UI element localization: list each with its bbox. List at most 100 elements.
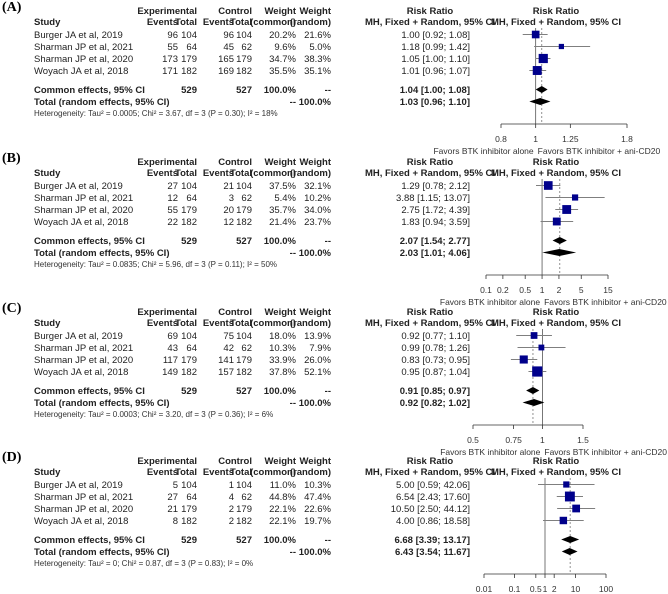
control-total: 182 — [236, 217, 252, 228]
risk-ratio-ci: 2.07 [1.54; 2.77] — [400, 236, 470, 247]
x-tick-label: 0.1 — [509, 584, 521, 594]
header-events: Events — [203, 168, 234, 179]
weight-common: 11.0% — [270, 480, 297, 491]
header-total: Total — [175, 467, 197, 478]
weight-random: -- — [325, 85, 331, 96]
header-experimental: Experimental — [137, 456, 197, 467]
control-events: 165 — [218, 54, 234, 65]
weight-random: 19.7% — [304, 516, 331, 527]
header-risk-ratio: Risk Ratio — [407, 307, 454, 318]
experimental-events: 117 — [163, 355, 178, 366]
weight-random: 100.0% — [299, 547, 332, 558]
header-experimental: Experimental — [137, 307, 197, 318]
x-tick-label: 1.25 — [562, 134, 579, 144]
study-name: Sharman JP et al, 2021 — [34, 492, 133, 503]
effect-square — [571, 194, 579, 201]
control-events: 2 — [229, 504, 234, 515]
experimental-total: 529 — [181, 386, 197, 397]
study-row: Sharman JP et al, 2021 12 64 3 62 5.4% 10.2% 3.… — [34, 193, 605, 204]
study-row: Sharman JP et al, 2020 173 179 165 179 34.7% 3… — [34, 53, 551, 65]
header-weight-common: (common) — [250, 17, 296, 28]
risk-ratio-ci: 3.88 [1.15; 13.07] — [396, 193, 470, 204]
control-events: 169 — [218, 66, 234, 77]
experimental-events: 96 — [167, 30, 178, 41]
weight-random: 100.0% — [299, 398, 332, 409]
risk-ratio-ci: 0.83 [0.73; 0.95] — [401, 355, 470, 366]
plot-header-risk-ratio: Risk Ratio — [533, 456, 580, 467]
x-tick-label: 0.01 — [476, 584, 493, 594]
risk-ratio-ci: 2.03 [1.01; 4.06] — [400, 248, 470, 259]
risk-ratio-ci: 5.00 [0.59; 42.06] — [396, 480, 470, 491]
control-events: 141 — [218, 355, 234, 366]
risk-ratio-ci: 10.50 [2.50; 44.12] — [391, 504, 470, 515]
panel-label: (A) — [2, 0, 22, 15]
x-tick-label: 0.5 — [519, 285, 531, 295]
x-tick-label: 0.1 — [480, 285, 492, 295]
header-weight: Weight — [265, 456, 297, 467]
control-events: 42 — [223, 343, 234, 354]
weight-common: 22.1% — [269, 504, 296, 515]
experimental-events: 173 — [162, 54, 178, 65]
experimental-total: 529 — [181, 535, 197, 546]
weight-common: -- — [290, 398, 296, 409]
weight-common: 37.8% — [269, 367, 296, 378]
common-effect-label: Common effects, 95% CI — [34, 236, 145, 247]
header-events: Events — [147, 318, 178, 329]
experimental-total: 104 — [181, 181, 197, 192]
weight-random: -- — [325, 236, 331, 247]
weight-random: 26.0% — [304, 355, 331, 366]
random-effect-diamond — [542, 249, 577, 256]
experimental-total: 529 — [181, 85, 197, 96]
header-weight: Weight — [300, 307, 332, 318]
x-tick-label: 1 — [540, 435, 545, 445]
control-total: 527 — [236, 85, 252, 96]
header-total: Total — [230, 168, 252, 179]
experimental-events: 8 — [173, 516, 178, 527]
control-total: 179 — [236, 205, 252, 216]
study-row: Woyach JA et al, 2018 22 182 12 182 21.4% 23.7… — [34, 217, 574, 228]
header-total: Total — [230, 467, 252, 478]
study-row: Burger JA et al, 2019 27 104 21 104 37.5% 32.1… — [34, 181, 561, 192]
weight-random: 22.6% — [304, 504, 331, 515]
experimental-events: 5 — [173, 480, 178, 491]
heterogeneity-text: Heterogeneity: Tau² = 0.0835; Chi² = 5.9… — [34, 260, 277, 269]
common-effect-row: Common effects, 95% CI 529 527 100.0% -- 1.04… — [34, 85, 548, 96]
header-study: Study — [34, 467, 61, 478]
study-name: Woyach JA et al, 2018 — [34, 66, 128, 77]
study-row: Sharman JP et al, 2021 55 64 45 62 9.6% 5.0% 1.… — [34, 42, 591, 53]
header-total: Total — [175, 17, 197, 28]
common-effect-diamond — [526, 387, 540, 394]
common-effect-diamond — [561, 536, 580, 543]
header-control: Control — [218, 157, 252, 168]
experimental-total: 64 — [186, 343, 197, 354]
weight-common: 21.4% — [269, 217, 296, 228]
header-study: Study — [34, 318, 61, 329]
random-effect-diamond — [522, 399, 545, 406]
common-effect-label: Common effects, 95% CI — [34, 535, 145, 546]
risk-ratio-ci: 4.00 [0.86; 18.58] — [396, 516, 470, 527]
experimental-events: 22 — [167, 217, 178, 228]
effect-square — [572, 504, 581, 513]
common-effect-diamond — [552, 237, 567, 244]
risk-ratio-ci: 0.92 [0.82; 1.02] — [400, 398, 470, 409]
weight-common: -- — [290, 248, 296, 259]
x-tick-label: 1.8 — [621, 134, 633, 144]
experimental-total: 104 — [181, 30, 197, 41]
header-events: Events — [147, 168, 178, 179]
risk-ratio-ci: 1.03 [0.96; 1.10] — [400, 97, 470, 108]
weight-random: 38.3% — [304, 54, 331, 65]
favors-right-label: Favors BTK inhibitor + ani-CD20 — [544, 297, 667, 307]
weight-common: 35.7% — [269, 205, 296, 216]
effect-square — [563, 481, 570, 488]
x-tick-label: 0.5 — [467, 435, 479, 445]
panel-label: (C) — [2, 301, 22, 316]
effect-square — [530, 332, 538, 339]
experimental-total: 529 — [181, 236, 197, 247]
random-effect-row: Total (random effects, 95% CI) -- 100.0% 2.… — [34, 248, 577, 259]
experimental-events: 171 — [162, 66, 178, 77]
header-study: Study — [34, 17, 61, 28]
weight-random: 23.7% — [304, 217, 331, 228]
